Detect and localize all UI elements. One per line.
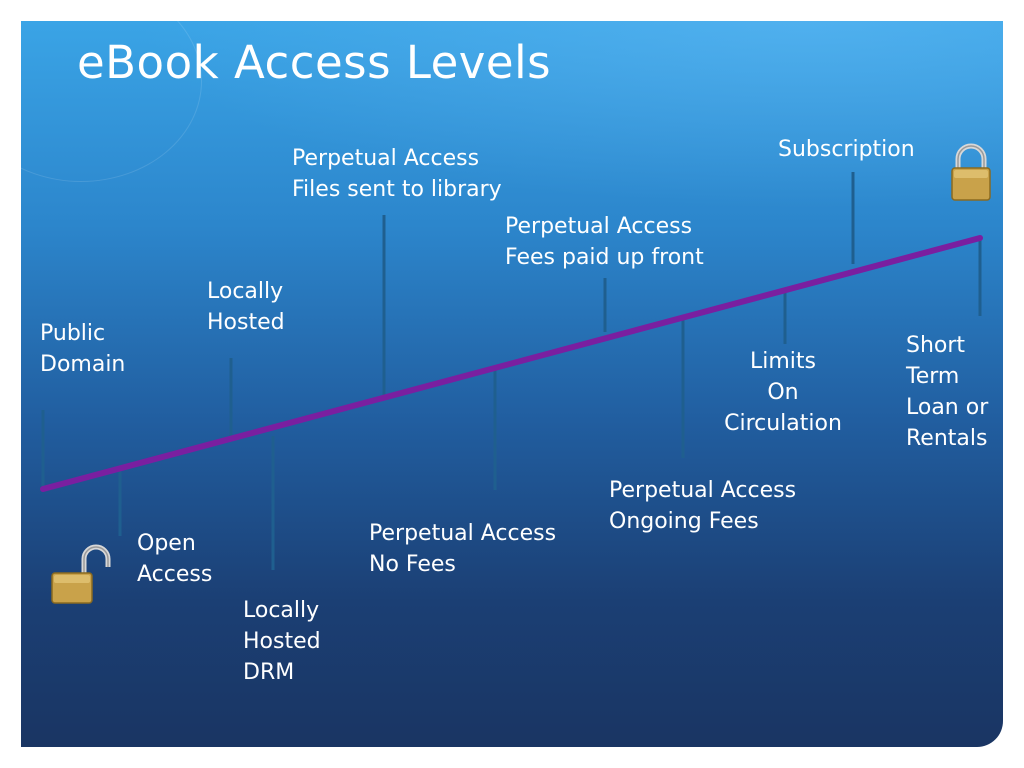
label-locally-hosted: Locally Hosted — [207, 276, 285, 338]
label-line: Limits — [750, 349, 816, 374]
label-line: Perpetual Access — [505, 214, 693, 239]
label-open-access: Open Access — [137, 528, 212, 590]
ticks — [41, 172, 982, 570]
label-line: Files sent to library — [292, 177, 502, 202]
label-line: No Fees — [369, 552, 456, 577]
label-line: DRM — [243, 660, 295, 685]
label-line: Term — [906, 364, 960, 389]
label-line: Ongoing Fees — [609, 509, 759, 534]
label-line: Short — [906, 333, 966, 358]
label-line: Perpetual Access — [369, 521, 557, 546]
slide-background — [21, 21, 1003, 747]
label-locally-hosted-drm: Locally Hosted DRM — [243, 595, 321, 688]
label-line: Public — [40, 321, 106, 346]
label-line: Perpetual Access — [609, 478, 797, 503]
slide-title: eBook Access Levels — [77, 36, 552, 89]
label-line: On — [767, 380, 799, 405]
padlock-closed-icon — [951, 143, 991, 201]
label-perpetual-files: Perpetual Access Files sent to library — [292, 143, 502, 205]
label-line: Fees paid up front — [505, 245, 704, 270]
label-public-domain: Public Domain — [40, 318, 125, 380]
label-perpetual-no-fees: Perpetual Access No Fees — [369, 518, 556, 580]
label-subscription: Subscription — [778, 134, 915, 165]
padlock-open-icon — [51, 544, 111, 604]
label-line: Locally — [207, 279, 284, 304]
label-line: Open — [137, 531, 196, 556]
label-line: Loan or — [906, 395, 989, 420]
label-line: Hosted — [243, 629, 321, 654]
label-line: Access — [137, 562, 213, 587]
label-limits-circulation: Limits On Circulation — [713, 346, 853, 439]
label-line: Domain — [40, 352, 126, 377]
label-line: Locally — [243, 598, 320, 623]
timeline-line — [40, 235, 983, 492]
label-perpetual-paid-up-front: Perpetual Access Fees paid up front — [505, 211, 704, 273]
label-line: Subscription — [778, 137, 915, 162]
label-perpetual-ongoing: Perpetual Access Ongoing Fees — [609, 475, 796, 537]
label-line: Circulation — [724, 411, 842, 436]
label-short-term: Short Term Loan or Rentals — [906, 330, 988, 454]
label-line: Rentals — [906, 426, 988, 451]
label-line: Hosted — [207, 310, 285, 335]
label-line: Perpetual Access — [292, 146, 480, 171]
